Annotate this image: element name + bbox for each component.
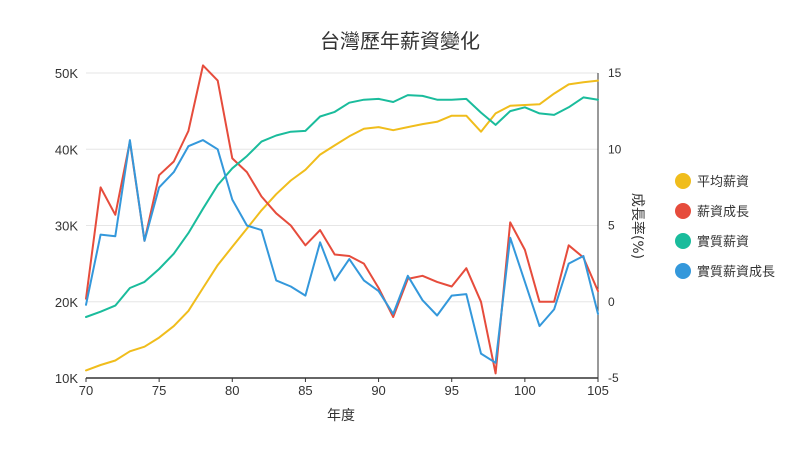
legend-label: 實質薪資成長 — [697, 264, 775, 280]
x-tick-label: 90 — [371, 383, 385, 398]
series-line-3 — [85, 139, 599, 364]
legend-label: 薪資成長 — [697, 205, 749, 220]
series-lines — [85, 64, 599, 375]
chart-title: 台灣歷年薪資變化 — [320, 29, 480, 53]
series-line-1 — [85, 64, 599, 375]
y-tick-label: 40K — [55, 142, 78, 157]
legend-label: 實質薪資 — [697, 234, 749, 250]
y2-tick-label: 5 — [608, 219, 615, 233]
x-tick-label: 100 — [514, 383, 536, 398]
y2-tick-label: -5 — [608, 371, 619, 385]
axes: 10K 20K 30K 40K 50K -5 0 5 10 15 70 75 80 85 90 95 100 10… — [55, 66, 622, 398]
x-tick-label: 95 — [444, 383, 458, 398]
legend-swatch — [675, 173, 691, 189]
x-tick-label: 105 — [587, 383, 609, 398]
legend-label: 平均薪資 — [697, 175, 749, 190]
x-axis-label: 年度 — [327, 408, 355, 424]
series-line-0 — [85, 79, 599, 372]
x-tick-label: 85 — [298, 383, 312, 398]
x-tick-label: 80 — [225, 383, 239, 398]
y-tick-label: 20K — [55, 295, 78, 310]
x-tick-label: 75 — [152, 383, 166, 398]
legend-swatch — [675, 203, 691, 219]
y-tick-label: 10K — [55, 371, 78, 386]
legend-swatch — [675, 233, 691, 249]
y-tick-label: 50K — [55, 66, 78, 81]
y-tick-label: 30K — [55, 219, 78, 234]
y2-tick-label: 10 — [608, 142, 622, 156]
gridlines — [86, 72, 598, 379]
x-tick-label: 70 — [79, 383, 93, 398]
y2-tick-label: 15 — [608, 66, 622, 80]
y2-tick-label: 0 — [608, 295, 615, 309]
y2-axis-label: 成長率(%) — [629, 193, 646, 259]
legend-swatch — [675, 263, 691, 279]
series-line-2 — [85, 94, 599, 318]
